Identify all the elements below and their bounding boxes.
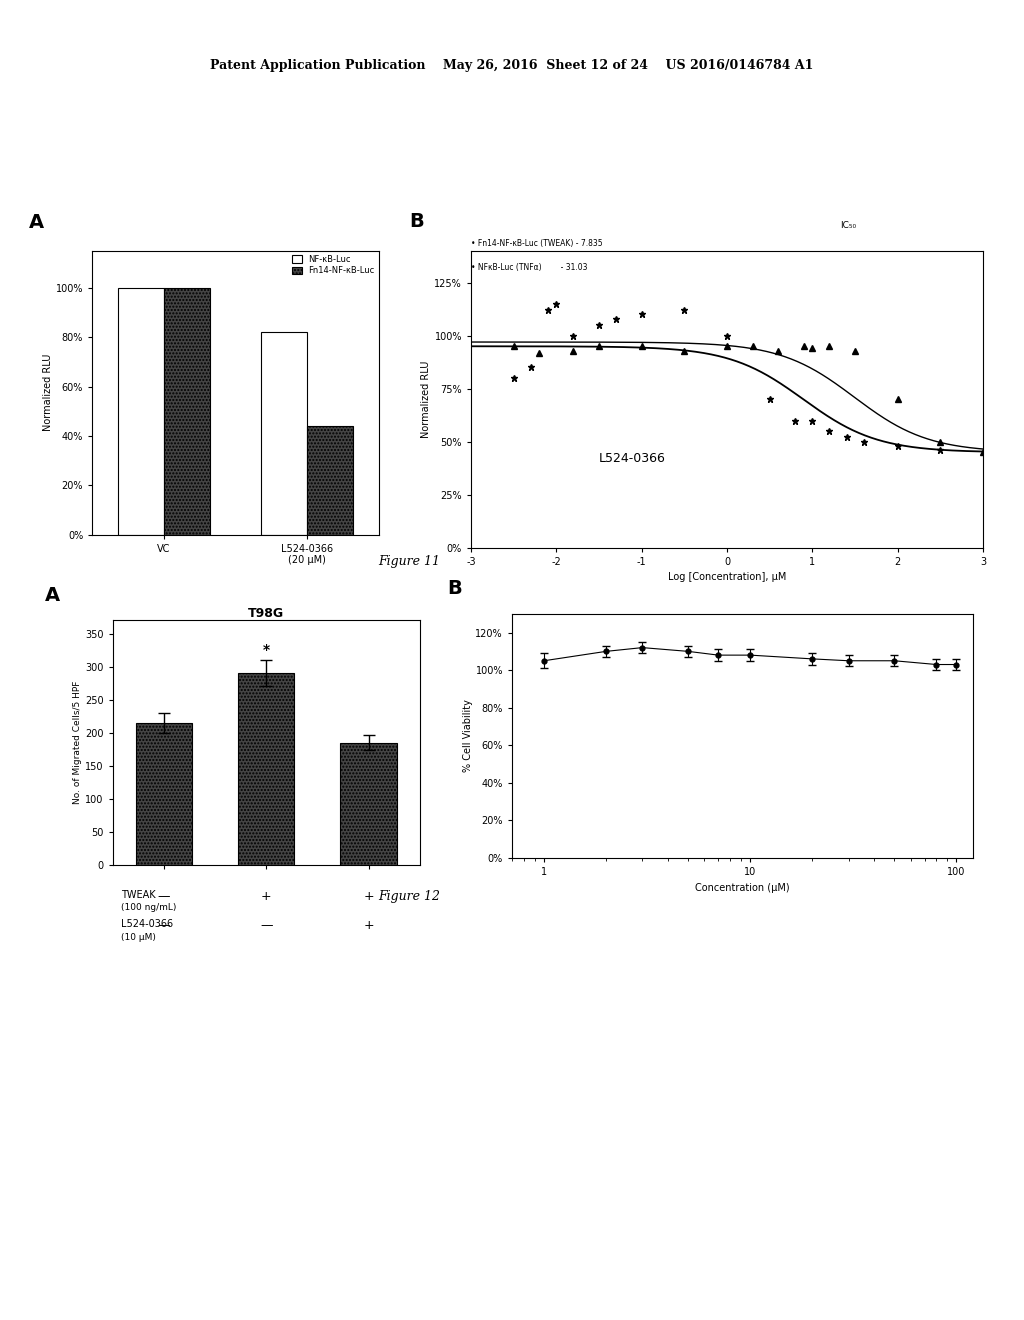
Bar (238, 673, 295, 865)
Y-axis label: Normalized RLU: Normalized RLU (422, 360, 431, 438)
Text: +: + (364, 920, 374, 932)
Y-axis label: No. of Migrated Cells/5 HPF: No. of Migrated Cells/5 HPF (73, 681, 82, 804)
Bar (261, 333, 307, 535)
Text: IC₅₀: IC₅₀ (840, 222, 856, 230)
Text: —: — (158, 890, 170, 903)
Text: *: * (263, 643, 269, 657)
Title: T98G: T98G (248, 607, 285, 620)
Y-axis label: % Cell Viability: % Cell Viability (463, 700, 472, 772)
Text: B: B (447, 579, 462, 598)
Text: —: — (260, 920, 272, 932)
Bar (164, 288, 210, 535)
Text: • Fn14-NF-κB-Luc (TWEAK) - 7.835: • Fn14-NF-κB-Luc (TWEAK) - 7.835 (471, 239, 603, 248)
Text: +: + (261, 890, 271, 903)
Legend: NF-κB-Luc, Fn14-NF-κB-Luc: NF-κB-Luc, Fn14-NF-κB-Luc (292, 255, 375, 276)
Bar (307, 426, 353, 535)
Text: A: A (45, 586, 60, 605)
Text: —: — (158, 920, 170, 932)
Text: A: A (29, 213, 44, 232)
Text: Figure 12: Figure 12 (379, 890, 440, 903)
Text: L524-0366: L524-0366 (121, 920, 173, 929)
Text: TWEAK: TWEAK (121, 890, 156, 900)
Text: Patent Application Publication    May 26, 2016  Sheet 12 of 24    US 2016/014678: Patent Application Publication May 26, 2… (210, 59, 814, 73)
Bar (118, 288, 164, 535)
X-axis label: Log [Concentration], μM: Log [Concentration], μM (668, 573, 786, 582)
Text: +: + (364, 890, 374, 903)
Bar (135, 723, 193, 865)
Text: (10 μM): (10 μM) (121, 932, 156, 941)
Text: (100 ng/mL): (100 ng/mL) (121, 903, 176, 912)
Text: Figure 11: Figure 11 (379, 554, 440, 568)
Text: L524-0366: L524-0366 (599, 453, 666, 465)
X-axis label: Concentration (μM): Concentration (μM) (695, 883, 790, 892)
Bar (340, 742, 397, 865)
Text: B: B (410, 213, 424, 231)
Y-axis label: Normalized RLU: Normalized RLU (43, 354, 53, 432)
Text: • NFκB-Luc (TNFα)        - 31.03: • NFκB-Luc (TNFα) - 31.03 (471, 263, 588, 272)
